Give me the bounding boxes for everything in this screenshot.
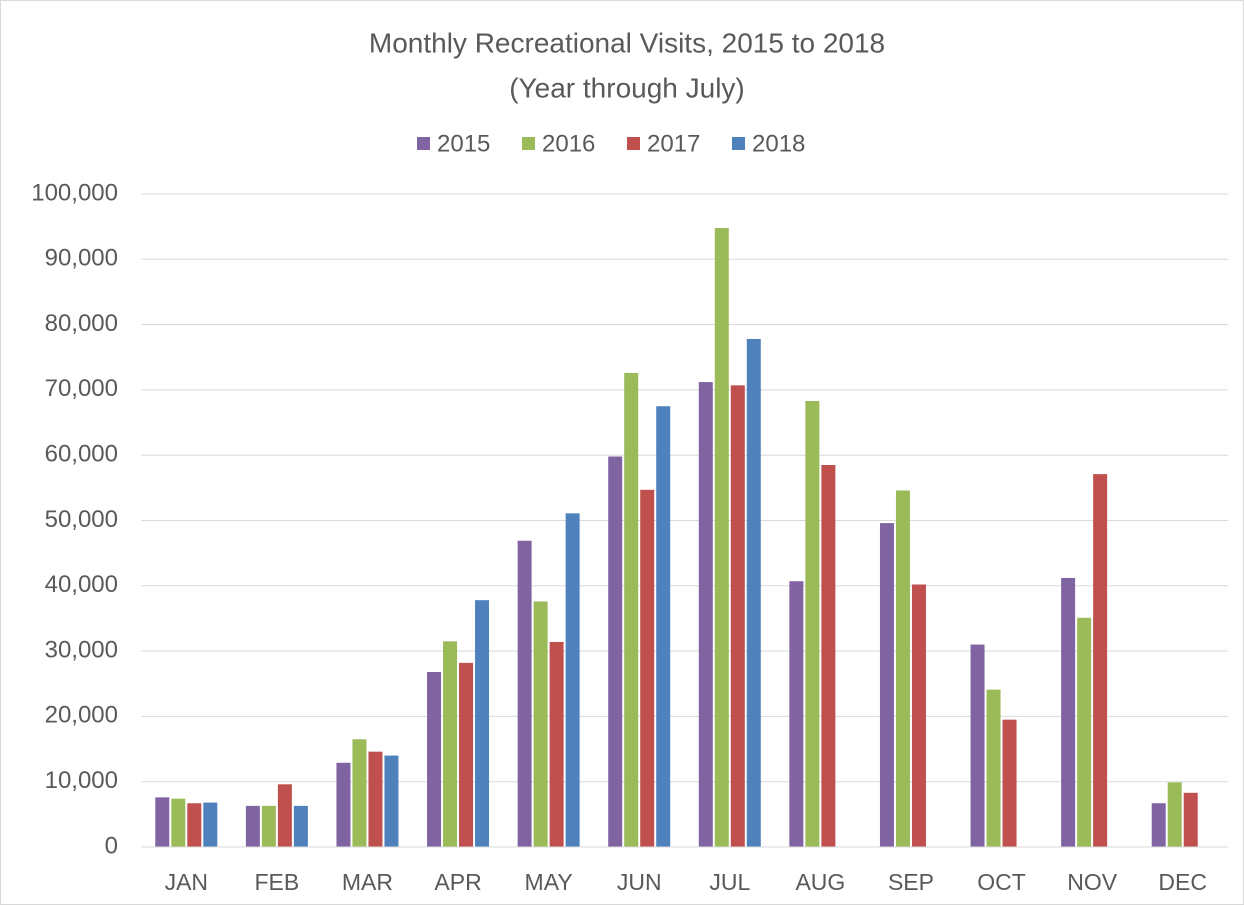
bar	[352, 739, 367, 847]
bar	[624, 372, 639, 847]
bar	[1093, 474, 1108, 847]
bar	[1167, 782, 1182, 847]
y-tick-label: 60,000	[45, 441, 118, 468]
bar	[640, 489, 655, 847]
y-tick-label: 10,000	[45, 767, 118, 794]
chart-title: Monthly Recreational Visits, 2015 to 201…	[369, 27, 885, 58]
bar	[986, 689, 1001, 847]
bar	[1151, 803, 1166, 847]
legend-label: 2018	[752, 130, 805, 157]
bar	[277, 784, 292, 847]
bar	[336, 762, 351, 847]
bar	[879, 523, 894, 847]
bar	[730, 385, 745, 847]
bar	[155, 797, 170, 847]
legend-label: 2016	[542, 130, 595, 157]
legend-swatch	[732, 137, 745, 150]
legend-swatch	[627, 137, 640, 150]
y-tick-label: 70,000	[45, 375, 118, 402]
bar	[293, 805, 308, 847]
bar	[533, 601, 548, 847]
bar	[1002, 719, 1017, 847]
bar	[475, 600, 490, 847]
x-tick-label: FEB	[255, 869, 300, 895]
y-tick-label: 0	[105, 832, 118, 859]
y-tick-label: 40,000	[45, 571, 118, 598]
x-tick-label: AUG	[795, 869, 845, 895]
bar	[368, 751, 383, 847]
bar	[517, 540, 532, 847]
x-tick-label: NOV	[1067, 869, 1118, 895]
bar	[805, 401, 820, 847]
x-tick-label: MAY	[525, 869, 573, 895]
x-tick-label: MAR	[342, 869, 393, 895]
bar	[203, 802, 218, 847]
chart-subtitle: (Year through July)	[509, 72, 745, 103]
y-tick-label: 80,000	[45, 310, 118, 337]
bar	[821, 464, 836, 847]
legend-label: 2017	[647, 130, 700, 157]
bar	[1183, 792, 1198, 847]
y-tick-label: 30,000	[45, 636, 118, 663]
bar	[1077, 617, 1092, 847]
bar	[549, 641, 564, 847]
bar	[608, 456, 623, 847]
x-tick-label: DEC	[1158, 869, 1207, 895]
legend-swatch	[417, 137, 430, 150]
bar	[443, 641, 458, 847]
bar	[261, 805, 276, 847]
legend-swatch	[522, 137, 535, 150]
y-tick-label: 100,000	[31, 179, 118, 206]
bar	[656, 406, 671, 847]
bar	[911, 584, 926, 847]
x-tick-label: JAN	[165, 869, 208, 895]
y-tick-label: 50,000	[45, 506, 118, 533]
bar	[970, 644, 985, 847]
y-tick-label: 20,000	[45, 702, 118, 729]
x-tick-label: APR	[434, 869, 481, 895]
bar	[789, 581, 804, 847]
bar	[427, 671, 442, 847]
bar	[1061, 577, 1076, 847]
bar	[245, 805, 260, 847]
y-tick-label: 90,000	[45, 245, 118, 272]
x-tick-label: JUL	[709, 869, 750, 895]
x-tick-label: JUN	[617, 869, 662, 895]
bar	[187, 803, 202, 847]
bar	[746, 338, 761, 847]
bar	[459, 662, 474, 847]
bar	[895, 490, 910, 847]
bar	[698, 382, 713, 847]
bar	[384, 755, 399, 847]
x-tick-label: OCT	[977, 869, 1026, 895]
legend-label: 2015	[437, 130, 490, 157]
bar	[171, 798, 186, 847]
bar	[565, 513, 580, 847]
x-tick-label: SEP	[888, 869, 934, 895]
bar	[714, 227, 729, 847]
